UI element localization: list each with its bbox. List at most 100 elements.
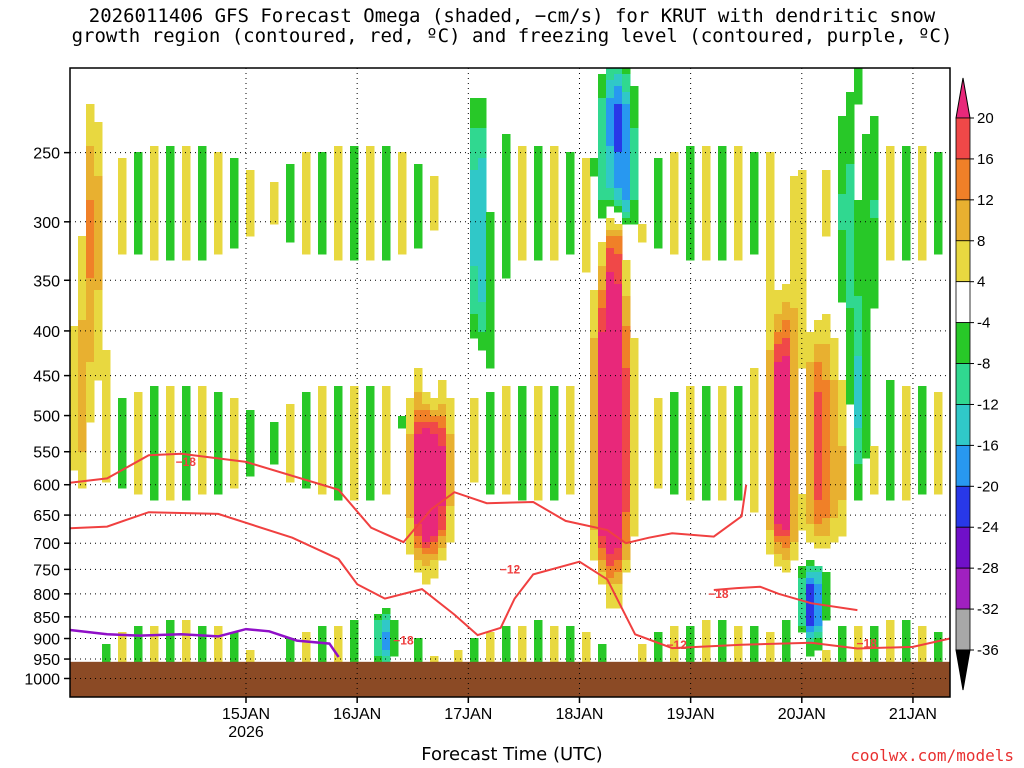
omega-cell: [566, 248, 575, 255]
omega-cell: [766, 518, 775, 525]
omega-cell: [534, 200, 543, 207]
omega-cell: [766, 296, 775, 303]
omega-cell: [830, 464, 839, 471]
omega-cell: [486, 488, 495, 495]
omega-cell: [766, 464, 775, 471]
omega-cell: [934, 176, 943, 183]
omega-cell: [318, 164, 327, 171]
omega-cell: [846, 140, 855, 147]
omega-cell: [166, 182, 175, 189]
omega-cell: [630, 374, 639, 381]
omega-cell: [886, 434, 895, 441]
omega-cell: [614, 386, 623, 393]
omega-cell: [94, 248, 103, 255]
omega-cell: [438, 398, 447, 405]
omega-cell: [670, 188, 679, 195]
omega-cell: [798, 278, 807, 285]
omega-cell: [414, 194, 423, 201]
omega-cell: [590, 296, 599, 303]
omega-cell: [686, 386, 695, 393]
omega-cell: [750, 506, 759, 513]
omega-cell: [566, 398, 575, 405]
omega-cell: [862, 266, 871, 273]
omega-cell: [750, 200, 759, 207]
omega-cell: [886, 470, 895, 477]
omega-cell: [502, 176, 511, 183]
omega-cell: [654, 242, 663, 249]
omega-cell: [622, 176, 631, 183]
omega-cell: [838, 272, 847, 279]
omega-cell: [766, 440, 775, 447]
omega-cell: [502, 398, 511, 405]
omega-cell: [614, 242, 623, 249]
omega-cell: [606, 176, 615, 183]
omega-cell: [478, 158, 487, 165]
omega-cell: [654, 410, 663, 417]
omega-cell: [702, 188, 711, 195]
omega-cell: [702, 194, 711, 201]
omega-cell: [846, 386, 855, 393]
omega-cell: [806, 332, 815, 339]
omega-cell: [854, 326, 863, 333]
omega-cell: [166, 476, 175, 483]
omega-cell: [286, 428, 295, 435]
omega-cell: [766, 350, 775, 357]
omega-cell: [782, 386, 791, 393]
omega-cell: [438, 554, 447, 561]
omega-cell: [118, 242, 127, 249]
omega-cell: [590, 368, 599, 375]
omega-cell: [790, 404, 799, 411]
omega-cell: [614, 314, 623, 321]
omega-cell: [246, 176, 255, 183]
omega-cell: [918, 386, 927, 393]
omega-cell: [302, 398, 311, 405]
omega-cell: [870, 212, 879, 219]
omega-cell: [782, 560, 791, 567]
credit-text[interactable]: coolwx.com/models: [850, 746, 1014, 765]
omega-cell: [94, 362, 103, 369]
omega-cell: [598, 506, 607, 513]
omega-cell: [422, 452, 431, 459]
omega-cell: [198, 176, 207, 183]
omega-cell: [502, 224, 511, 231]
omega-cell: [670, 452, 679, 459]
omega-cell: [814, 446, 823, 453]
omega-cell: [654, 464, 663, 471]
omega-cell: [78, 278, 87, 285]
omega-cell: [750, 386, 759, 393]
omega-cell: [934, 470, 943, 477]
omega-cell: [614, 350, 623, 357]
omega-cell: [790, 176, 799, 183]
omega-cell: [822, 488, 831, 495]
omega-cell: [286, 194, 295, 201]
omega-cell: [414, 188, 423, 195]
omega-cell: [766, 164, 775, 171]
omega-cell: [718, 392, 727, 399]
omega-cell: [150, 464, 159, 471]
omega-cell: [350, 440, 359, 447]
omega-cell: [86, 248, 95, 255]
omega-cell: [630, 188, 639, 195]
omega-cell: [614, 536, 623, 543]
omega-cell: [862, 182, 871, 189]
omega-cell: [94, 236, 103, 243]
omega-cell: [502, 152, 511, 159]
omega-cell: [606, 254, 615, 261]
omega-cell: [414, 440, 423, 447]
omega-cell: [470, 272, 479, 279]
omega-cell: [518, 644, 527, 651]
omega-cell: [86, 170, 95, 177]
omega-cell: [686, 158, 695, 165]
omega-cell: [822, 608, 831, 615]
omega-cell: [606, 134, 615, 141]
omega-cell: [334, 146, 343, 153]
omega-cell: [286, 206, 295, 213]
omega-cell: [590, 164, 599, 171]
omega-cell: [286, 230, 295, 237]
omega-cell: [382, 164, 391, 171]
omega-cell: [614, 560, 623, 567]
omega-cell: [614, 464, 623, 471]
omega-cell: [86, 230, 95, 237]
omega-cell: [70, 404, 79, 411]
